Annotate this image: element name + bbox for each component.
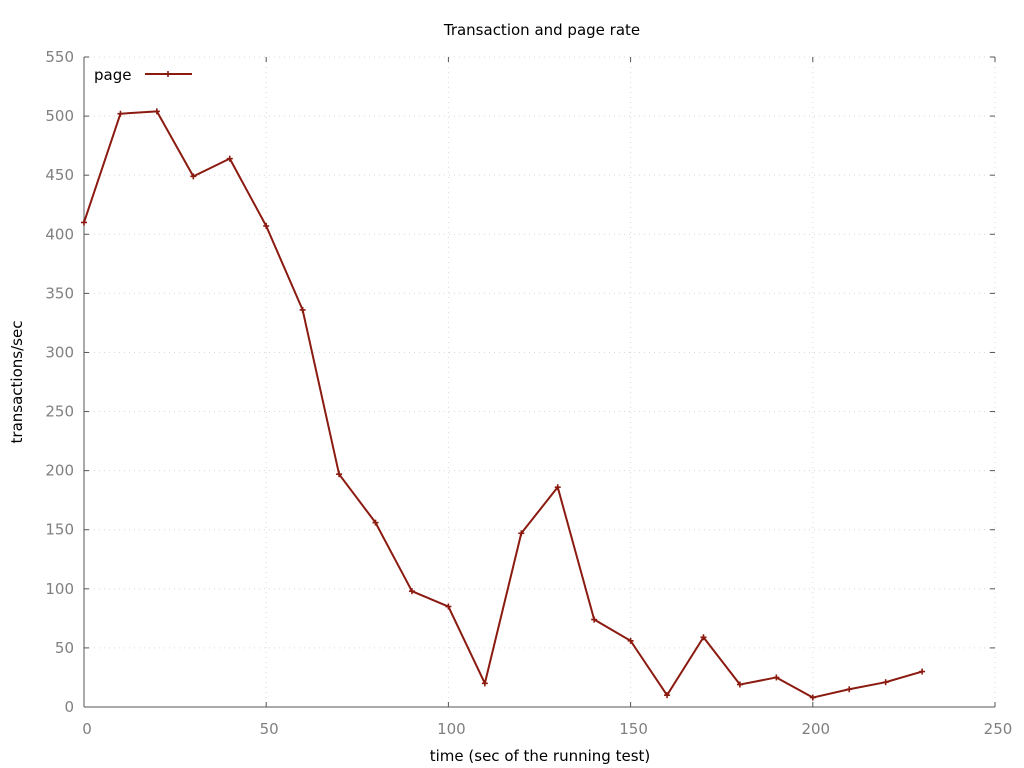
data-point <box>408 588 415 595</box>
data-point <box>882 679 889 686</box>
x-tick-label: 50 <box>260 720 279 738</box>
y-tick-label: 100 <box>45 580 74 598</box>
data-point <box>518 530 525 537</box>
y-tick-label: 350 <box>45 284 74 302</box>
x-tick-label: 200 <box>801 720 830 738</box>
data-point <box>591 616 598 623</box>
data-point <box>627 637 634 644</box>
y-tick-label: 200 <box>45 462 74 480</box>
data-point <box>226 155 233 162</box>
data-point <box>700 634 707 641</box>
x-tick-label: 250 <box>984 720 1013 738</box>
data-point <box>481 680 488 687</box>
data-point <box>372 519 379 526</box>
data-point <box>809 694 816 701</box>
plot-frame <box>83 57 995 708</box>
legend-label: page <box>94 66 131 84</box>
y-axis-ticks: 0 50 100 150 200 250 300 350 400 450 500 550 <box>45 48 995 716</box>
data-point <box>263 223 270 229</box>
data-point <box>153 108 160 115</box>
grid-lines <box>83 56 996 708</box>
x-axis-label: time (sec of the running test) <box>430 747 651 765</box>
series-line-page <box>83 110 923 699</box>
data-point <box>81 219 87 226</box>
y-tick-label: 450 <box>45 166 74 184</box>
y-tick-label: 550 <box>45 48 74 66</box>
x-tick-label: 150 <box>619 720 648 738</box>
data-point <box>664 692 671 699</box>
y-tick-label: 0 <box>64 698 74 716</box>
y-tick-label: 400 <box>45 225 74 243</box>
y-tick-label: 150 <box>45 521 74 539</box>
data-point <box>736 681 743 688</box>
data-point <box>773 674 780 681</box>
data-point <box>554 484 561 491</box>
y-tick-label: 250 <box>45 403 74 421</box>
data-point <box>445 603 452 610</box>
data-point <box>117 110 124 117</box>
x-tick-label: 100 <box>437 720 466 738</box>
y-tick-label: 500 <box>45 107 74 125</box>
data-point <box>190 173 197 180</box>
data-point <box>336 471 343 478</box>
chart-title: Transaction and page rate <box>443 21 640 39</box>
y-axis-label: transactions/sec <box>8 321 26 444</box>
y-tick-label: 50 <box>55 639 74 657</box>
data-point <box>919 668 926 675</box>
legend-marker-point <box>165 71 171 77</box>
x-tick-label: 0 <box>82 720 92 738</box>
legend-marker <box>165 71 171 77</box>
x-axis-ticks: 0 50 100 150 200 250 <box>82 57 1012 738</box>
series-layer <box>81 108 926 701</box>
data-point <box>846 686 853 693</box>
y-tick-label: 300 <box>45 343 74 361</box>
legend: page <box>94 66 192 84</box>
data-point <box>299 306 306 313</box>
